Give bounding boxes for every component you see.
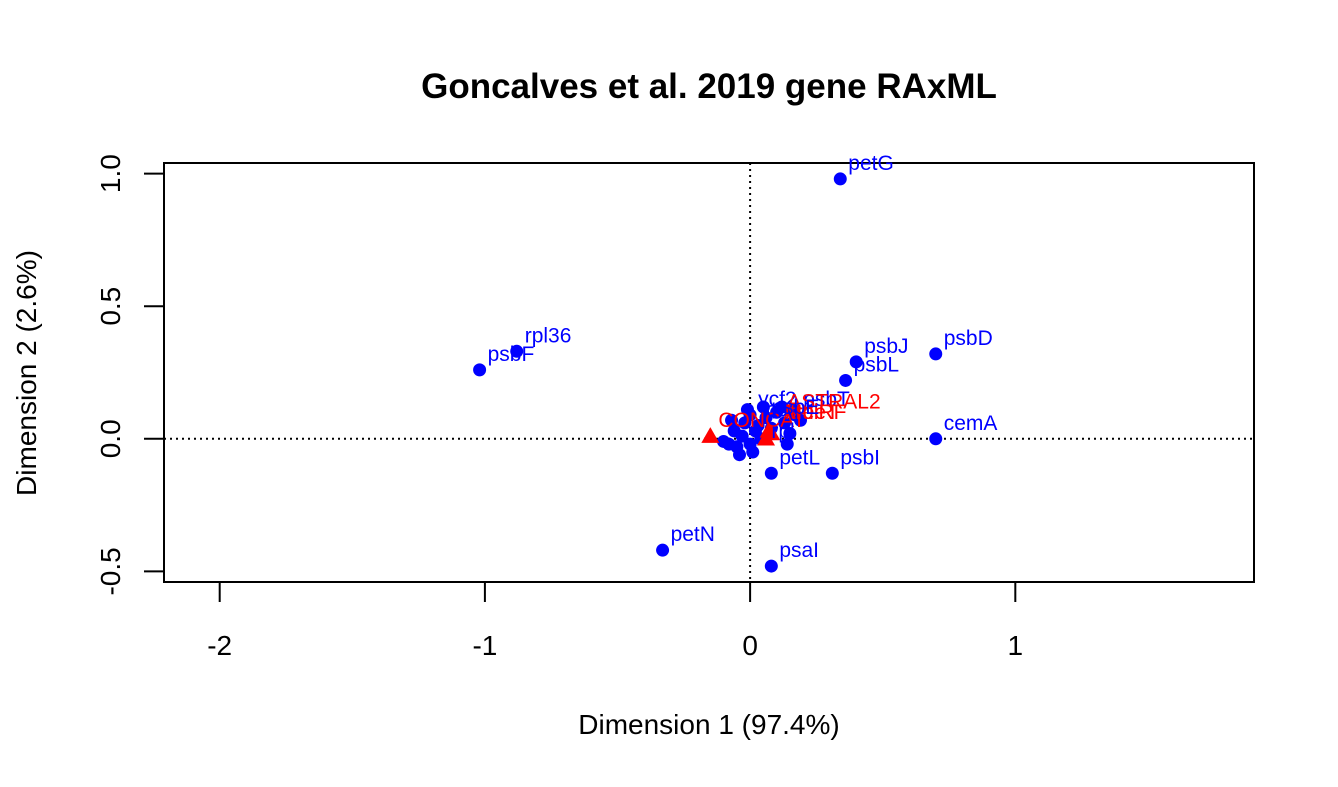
y-tick-label: 1.0 xyxy=(95,154,126,193)
circle-point xyxy=(783,426,797,440)
plot-area xyxy=(163,162,1255,583)
circle-point xyxy=(778,416,792,430)
point-label: psaI xyxy=(779,539,819,562)
circle-point xyxy=(825,466,839,480)
point-label: treeT xyxy=(790,401,839,424)
point-label: petG xyxy=(848,152,894,175)
circle-point xyxy=(786,403,800,417)
point-label: psbE xyxy=(771,396,819,419)
x-axis: -2 -1 0 1 xyxy=(207,581,1024,661)
circle-point xyxy=(839,373,853,387)
point-label: CONCAT xyxy=(718,409,805,432)
y-tick-label: 0.0 xyxy=(95,419,126,458)
x-axis-label: Dimension 1 (97.4%) xyxy=(578,709,839,740)
point-label: petN xyxy=(671,523,715,546)
point-label: cemA xyxy=(944,412,998,435)
triangle-point xyxy=(701,427,720,443)
y-axis: -0.5 0.0 0.5 1.0 xyxy=(95,154,165,596)
point-label: ASTRAL2 xyxy=(787,391,880,414)
point-label: psbL xyxy=(854,353,900,376)
x-tick-label: -1 xyxy=(472,630,497,661)
circle-point xyxy=(780,437,794,451)
circle-point xyxy=(510,344,524,358)
point-label: psbT xyxy=(803,388,850,411)
x-tick-label: 0 xyxy=(742,630,758,661)
reference-lines xyxy=(164,163,1254,582)
circle-point xyxy=(929,347,943,361)
circle-point xyxy=(759,411,773,425)
circle-point xyxy=(738,416,752,430)
circle-point xyxy=(656,543,670,557)
circle-point xyxy=(775,400,789,414)
triangle-point xyxy=(759,421,778,438)
circle-point xyxy=(717,434,731,448)
circle-point xyxy=(833,172,847,186)
point-label: petL xyxy=(779,446,820,469)
circle-point xyxy=(743,437,757,451)
circle-point xyxy=(473,363,487,377)
circle-point xyxy=(725,413,739,427)
circle-point xyxy=(849,355,863,369)
point-label: psbF xyxy=(488,343,535,366)
point-label: psbJ xyxy=(864,335,908,358)
point-label: psbD xyxy=(944,327,993,350)
plot-border xyxy=(163,162,1255,583)
circle-point xyxy=(730,440,744,454)
point-label: cc xyxy=(766,399,787,422)
point-label: rpl xyxy=(771,420,794,443)
circle-point xyxy=(756,400,770,414)
circle-point xyxy=(748,424,762,438)
circle-point xyxy=(793,413,807,427)
y-tick-label: 0.5 xyxy=(95,287,126,326)
point-label: rpl36 xyxy=(525,324,572,347)
point-label: psbI xyxy=(840,446,880,469)
y-tick-label: -0.5 xyxy=(95,547,126,595)
circle-point xyxy=(764,559,778,573)
point-label: ycf2 xyxy=(758,388,797,411)
circle-point xyxy=(929,432,943,446)
circle-point xyxy=(740,403,754,417)
y-axis-label: Dimension 2 (2.6%) xyxy=(11,250,42,496)
circle-point xyxy=(764,466,778,480)
data-points xyxy=(473,172,943,573)
point-label: MulRF xyxy=(785,401,847,424)
x-tick-label: -2 xyxy=(207,630,232,661)
circle-point xyxy=(735,429,749,443)
x-tick-label: 1 xyxy=(1008,630,1024,661)
chart-title: Goncalves et al. 2019 gene RAxML xyxy=(421,67,997,106)
